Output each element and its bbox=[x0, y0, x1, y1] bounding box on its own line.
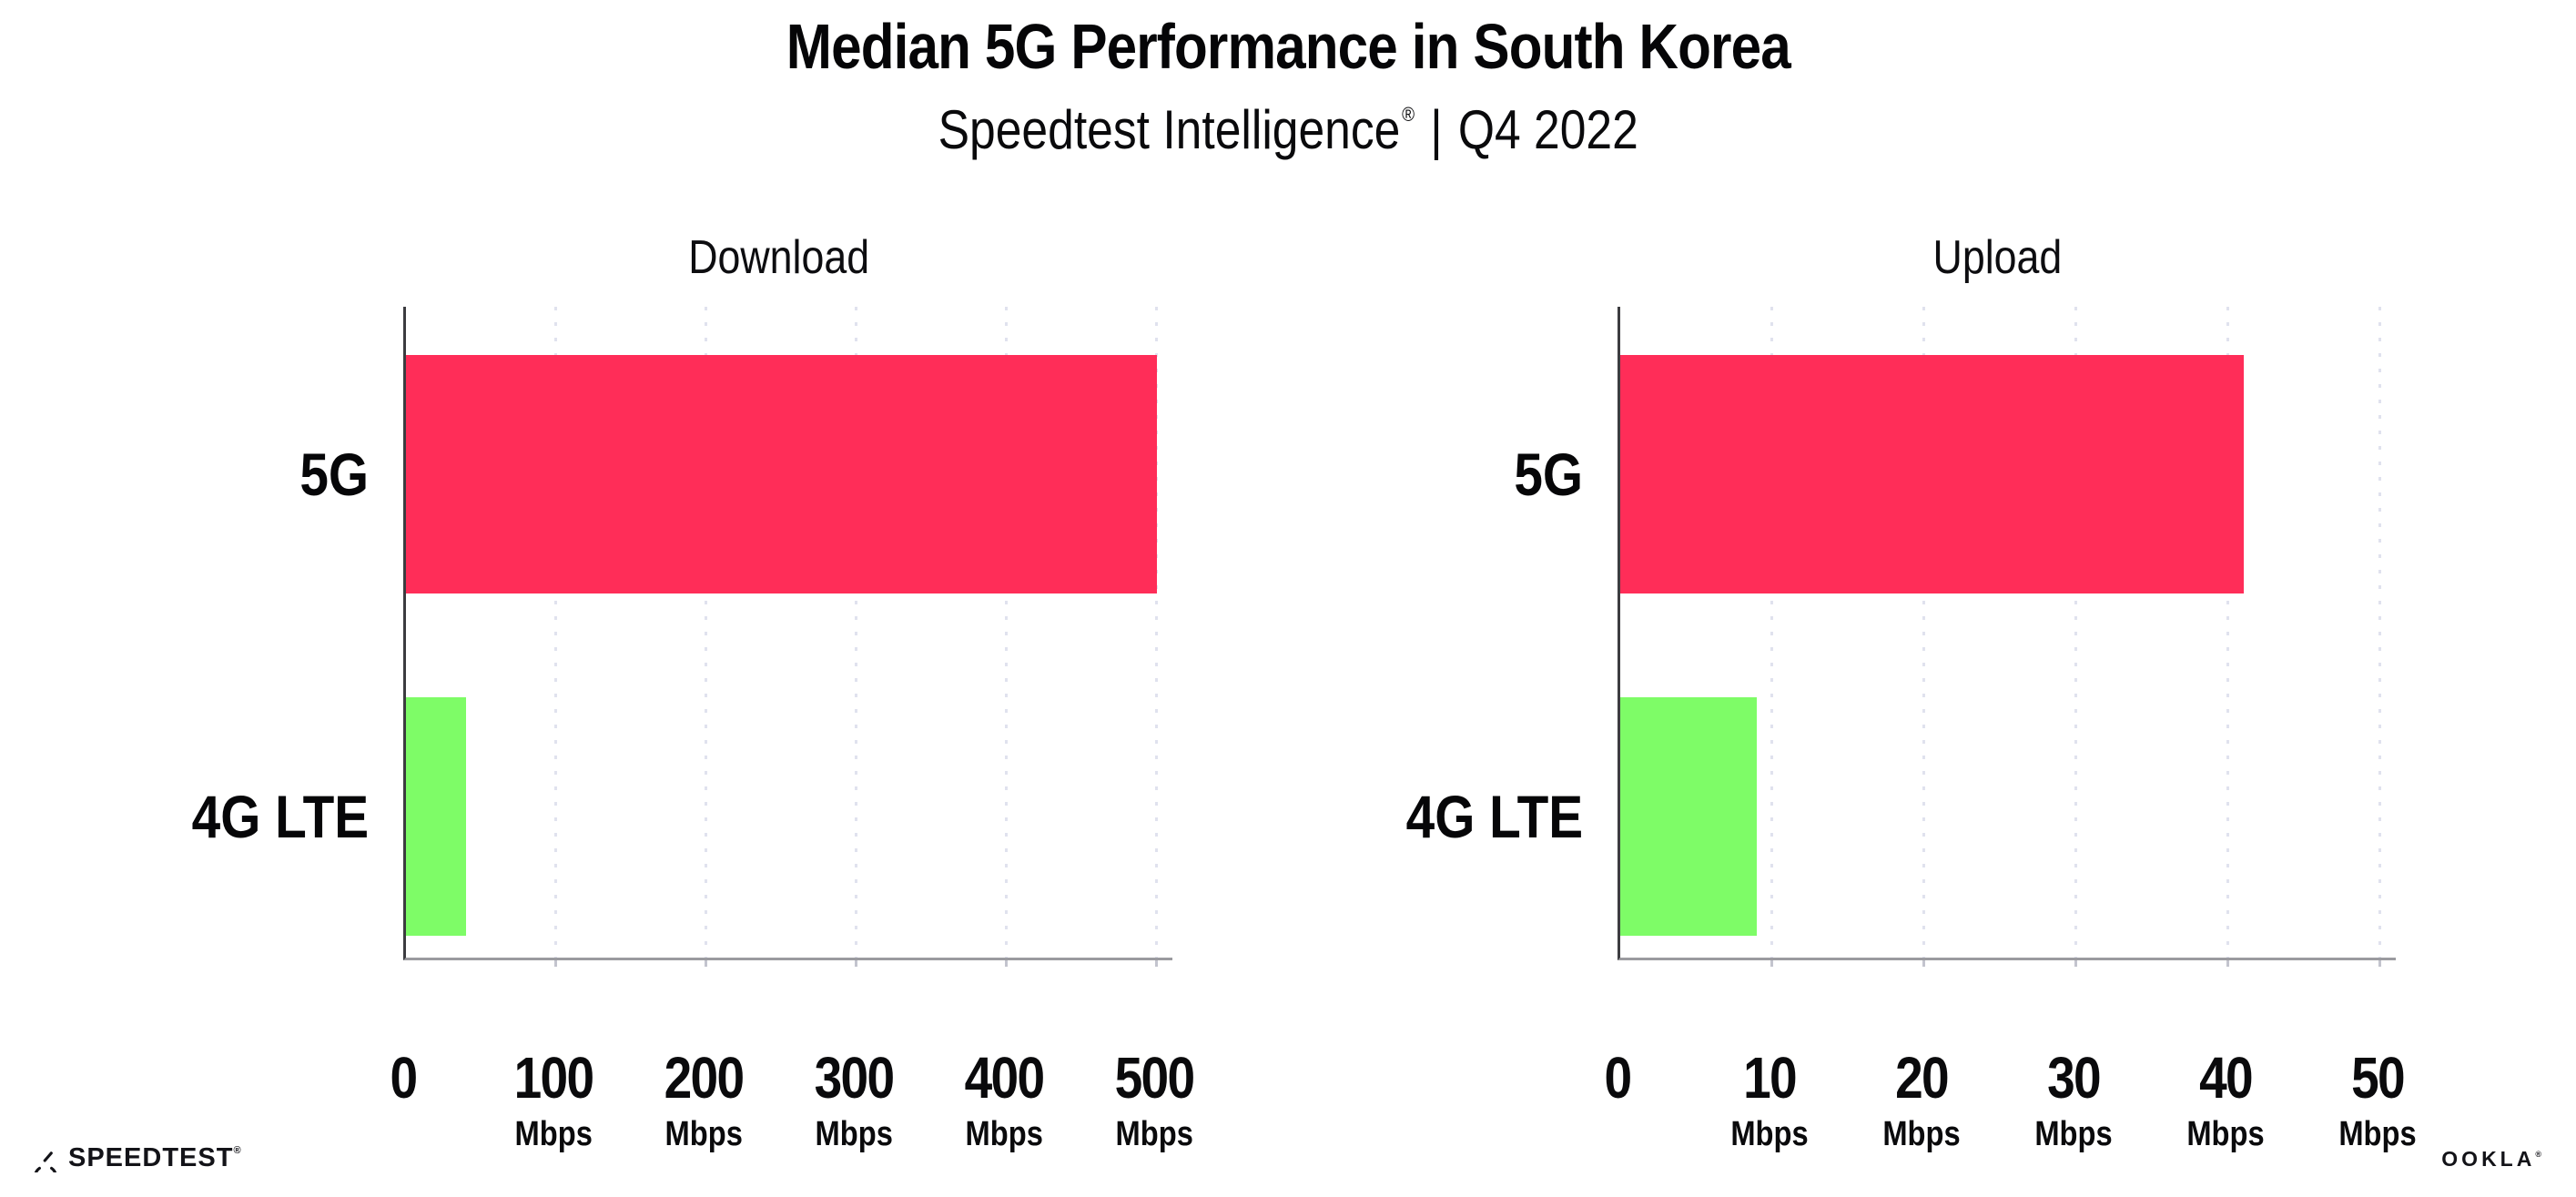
x-tick-unit-label: Mbps bbox=[815, 1115, 893, 1153]
bar-5g-upload bbox=[1620, 355, 2244, 593]
ookla-logo: OOKLA® bbox=[2441, 1147, 2541, 1172]
bar-5g-download bbox=[406, 355, 1157, 593]
x-tick-label: 100 Mbps bbox=[508, 1046, 600, 1153]
download-chart-title-text: Download bbox=[688, 231, 869, 284]
registered-mark: ® bbox=[1401, 103, 1415, 126]
category-label-5g: 5G bbox=[299, 441, 369, 508]
page-title: Median 5G Performance in South Korea bbox=[0, 0, 2576, 82]
gridline bbox=[855, 307, 857, 967]
x-tick-unit-label: Mbps bbox=[2034, 1115, 2113, 1153]
x-tick-label: 0 bbox=[1604, 1045, 1633, 1111]
gridline bbox=[2378, 307, 2381, 967]
upload-chart-title-text: Upload bbox=[1932, 231, 2063, 284]
x-tick-label: 0 bbox=[390, 1045, 419, 1111]
gridline bbox=[2074, 307, 2077, 967]
gridlines bbox=[406, 307, 1158, 967]
gridline bbox=[1922, 307, 1925, 967]
speedtest-logo-text: SPEEDTEST® bbox=[68, 1143, 242, 1173]
x-tick-label: 10 Mbps bbox=[1724, 1046, 1814, 1153]
gridline bbox=[1005, 307, 1008, 967]
x-tick-unit-label: Mbps bbox=[2186, 1115, 2265, 1153]
subtitle-text: Speedtest Intelligence® | Q4 2022 bbox=[938, 84, 1638, 161]
download-plot-area bbox=[403, 307, 1172, 967]
page-title-text: Median 5G Performance in South Korea bbox=[786, 11, 1790, 82]
gridline bbox=[1155, 307, 1158, 967]
x-tick-label: 40 Mbps bbox=[2180, 1046, 2270, 1153]
download-chart-title: Download bbox=[403, 232, 1154, 283]
header: Median 5G Performance in South Korea Spe… bbox=[0, 0, 2576, 161]
x-tick-label: 20 Mbps bbox=[1876, 1046, 1966, 1153]
bar-4g-lte-download bbox=[406, 697, 466, 936]
subtitle-period: Q4 2022 bbox=[1457, 99, 1638, 160]
x-tick-label: 200 Mbps bbox=[658, 1046, 750, 1153]
gridline bbox=[2226, 307, 2229, 967]
gridline bbox=[554, 307, 557, 967]
category-label-4g-lte: 4G LTE bbox=[1405, 783, 1583, 850]
speedtest-logo: SPEEDTEST® bbox=[32, 1143, 242, 1173]
x-tick-unit-label: Mbps bbox=[2338, 1115, 2417, 1153]
x-tick-unit-label: Mbps bbox=[1730, 1115, 1809, 1153]
x-tick-label: 30 Mbps bbox=[2028, 1046, 2118, 1153]
upload-chart-title: Upload bbox=[1618, 232, 2378, 283]
footer: SPEEDTEST® OOKLA® bbox=[32, 1126, 2541, 1177]
x-tick-label: 400 Mbps bbox=[958, 1046, 1050, 1153]
x-tick-label: 50 Mbps bbox=[2332, 1046, 2422, 1153]
x-tick-label: 300 Mbps bbox=[808, 1046, 900, 1153]
x-tick-unit-label: Mbps bbox=[514, 1115, 593, 1153]
speedtest-wordmark: SPEEDTEST bbox=[68, 1143, 234, 1172]
download-chart: Download 5G 4G LTE 0 100 Mbps 200 Mbps 300 Mbp… bbox=[137, 232, 1196, 1153]
page-subtitle: Speedtest Intelligence® | Q4 2022 bbox=[0, 84, 2576, 161]
x-axis-ticks: 0 10 Mbps 20 Mbps 30 Mbps 40 Mbps 50 Mbps bbox=[1605, 1046, 2417, 1164]
x-tick-unit-label: Mbps bbox=[1882, 1115, 1961, 1153]
speedtest-registered-mark: ® bbox=[233, 1145, 242, 1156]
subtitle-brand: Speedtest Intelligence bbox=[938, 99, 1401, 160]
gridline bbox=[1770, 307, 1773, 967]
category-label-5g: 5G bbox=[1514, 441, 1583, 508]
subtitle-separator: | bbox=[1430, 99, 1443, 160]
download-y-axis-labels: 5G 4G LTE bbox=[137, 307, 369, 958]
x-tick-unit-label: Mbps bbox=[965, 1115, 1043, 1153]
speedtest-gauge-icon bbox=[34, 1151, 57, 1172]
gridline bbox=[705, 307, 707, 967]
x-tick-unit-label: Mbps bbox=[1115, 1115, 1193, 1153]
upload-plot-area bbox=[1618, 307, 2396, 967]
bar-4g-lte-upload bbox=[1620, 697, 1758, 936]
category-label-4g-lte: 4G LTE bbox=[191, 783, 369, 850]
ookla-wordmark: OOKLA bbox=[2441, 1147, 2536, 1171]
x-tick-unit-label: Mbps bbox=[664, 1115, 743, 1153]
x-axis-ticks: 0 100 Mbps 200 Mbps 300 Mbps 400 Mbps 500 Mbps bbox=[390, 1046, 1195, 1164]
upload-chart: Upload 5G 4G LTE 0 10 Mbps 20 Mbps 30 Mbps 40 Mb… bbox=[1351, 232, 2417, 1153]
gridlines bbox=[1620, 307, 2381, 967]
upload-y-axis-labels: 5G 4G LTE bbox=[1351, 307, 1583, 958]
x-tick-label: 500 Mbps bbox=[1109, 1046, 1201, 1153]
ookla-registered-mark: ® bbox=[2535, 1150, 2541, 1159]
